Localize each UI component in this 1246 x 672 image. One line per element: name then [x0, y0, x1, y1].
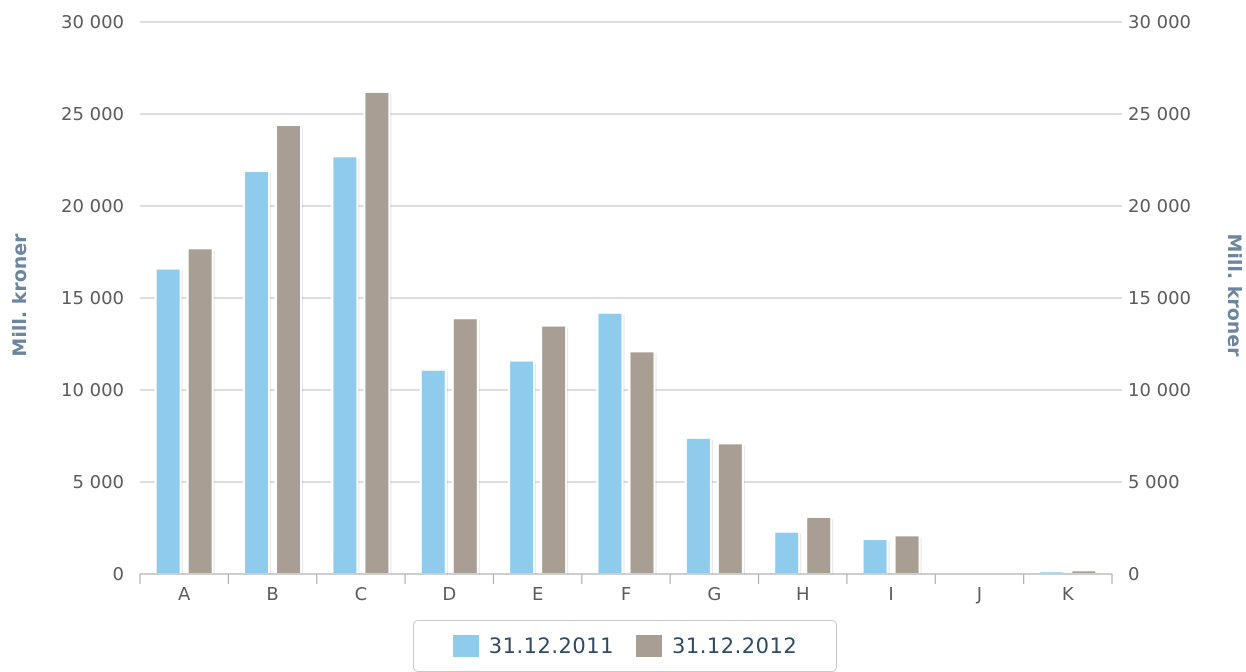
legend-item-2011[interactable]: 31.12.2011 [452, 634, 614, 658]
bar-31.12.2012-E[interactable] [540, 324, 568, 575]
bar-31.12.2012-I[interactable] [893, 534, 921, 575]
x-tick-label: I [888, 584, 893, 605]
y-tick-label-left: 10 000 [61, 380, 124, 401]
bar-31.12.2012-F[interactable] [628, 350, 656, 575]
bar-31.12.2012-G[interactable] [716, 442, 744, 575]
x-axis: A B C D E F G H I J K [139, 573, 1113, 605]
bar-31.12.2011-H[interactable] [773, 530, 801, 575]
bar-31.12.2012-B[interactable] [275, 124, 303, 575]
y-tick-label-left: 15 000 [61, 288, 124, 309]
x-tick-label: H [796, 584, 810, 605]
legend-swatch-2012 [636, 635, 662, 657]
y-tick-label-right: 5 000 [1128, 472, 1180, 493]
x-tick-label: B [266, 584, 278, 605]
bar-31.12.2011-G[interactable] [684, 436, 712, 575]
bar-31.12.2011-B[interactable] [243, 170, 271, 575]
x-tick-label: G [707, 584, 721, 605]
bar-31.12.2011-F[interactable] [596, 311, 624, 575]
bar-31.12.2011-C[interactable] [331, 155, 359, 575]
y-tick-label-right: 15 000 [1128, 288, 1191, 309]
legend-label-2012: 31.12.2012 [672, 634, 798, 658]
bar-31.12.2011-D[interactable] [419, 368, 447, 576]
bar-chart: A B C D E F G H I J K 0 5 000 10 000 15 000 20 000 25 0… [9, 12, 1245, 605]
y-tick-label-left: 5 000 [72, 472, 124, 493]
x-tick-label: C [355, 584, 368, 605]
bar-31.12.2012-C[interactable] [363, 90, 391, 575]
y-tick-label-right: 30 000 [1128, 12, 1191, 33]
x-tick-label: F [621, 584, 631, 605]
bar-31.12.2011-E[interactable] [508, 359, 536, 575]
x-tick-label: E [532, 584, 543, 605]
y-tick-label-right: 0 [1128, 564, 1139, 585]
y-tick-label-right: 10 000 [1128, 380, 1191, 401]
bars [154, 90, 1099, 576]
y-axis-right: 0 5 000 10 000 15 000 20 000 25 000 30 000 [1128, 12, 1191, 585]
bar-31.12.2011-I[interactable] [861, 538, 889, 575]
legend: 31.12.2011 31.12.2012 [413, 620, 837, 672]
x-tick-label: J [976, 584, 982, 605]
x-tick-label: D [442, 584, 456, 605]
legend-label-2011: 31.12.2011 [488, 634, 614, 658]
y-axis-title-right: Mill. kroner [1223, 233, 1245, 357]
y-axis-left: 0 5 000 10 000 15 000 20 000 25 000 30 000 [61, 12, 124, 585]
x-tick-label: K [1062, 584, 1075, 605]
y-tick-label-right: 25 000 [1128, 104, 1191, 125]
y-tick-label-right: 20 000 [1128, 196, 1191, 217]
legend-swatch-2011 [452, 635, 479, 657]
y-tick-label-left: 25 000 [61, 104, 124, 125]
bar-31.12.2012-H[interactable] [805, 515, 833, 576]
y-tick-label-left: 30 000 [61, 12, 124, 33]
bar-31.12.2011-A[interactable] [154, 267, 182, 575]
y-tick-label-left: 20 000 [61, 196, 124, 217]
x-tick-label: A [178, 584, 191, 605]
legend-item-2012[interactable]: 31.12.2012 [636, 634, 797, 658]
y-tick-label-left: 0 [113, 564, 124, 585]
bar-31.12.2012-A[interactable] [186, 247, 214, 575]
y-axis-title-left: Mill. kroner [9, 233, 31, 357]
bar-31.12.2012-D[interactable] [451, 317, 479, 575]
